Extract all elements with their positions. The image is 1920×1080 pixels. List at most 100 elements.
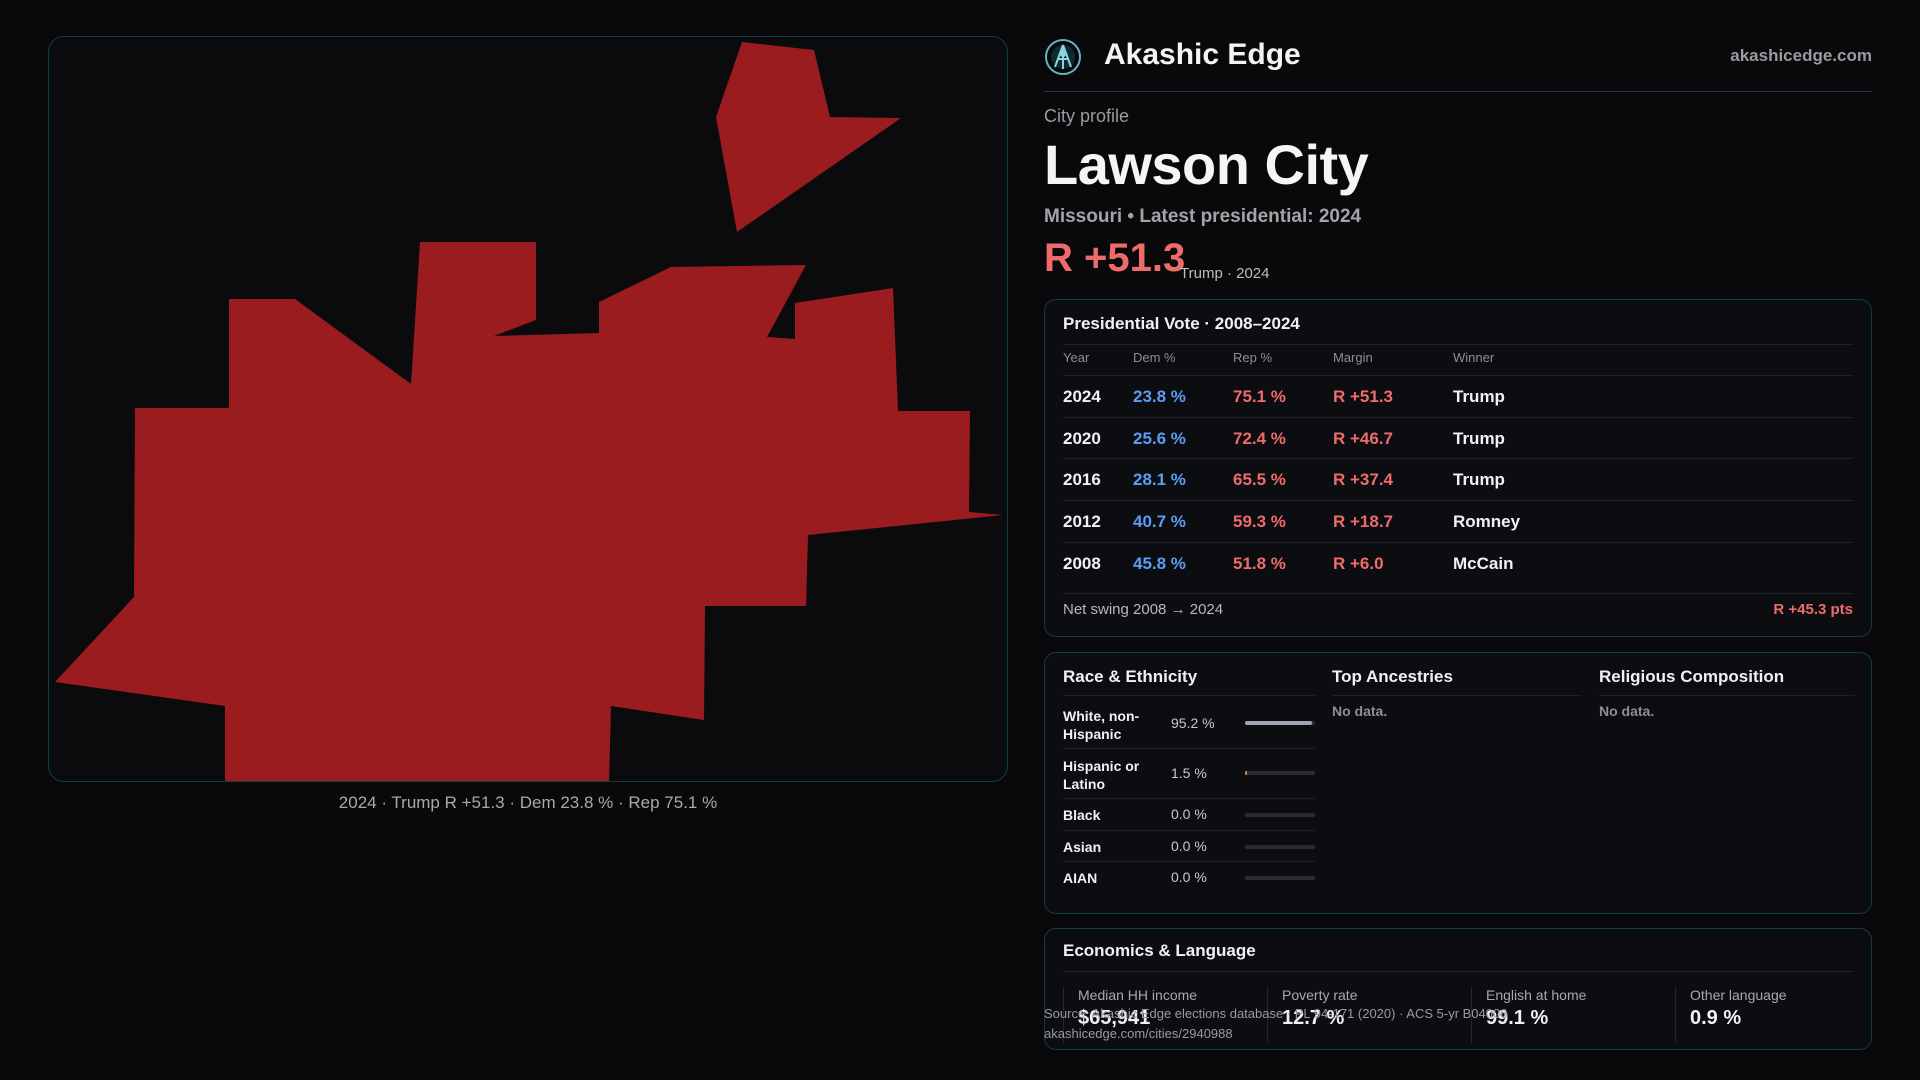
brand-header: Akashic Edge akashicedge.com: [1044, 34, 1872, 92]
race-bar-track: [1245, 721, 1315, 725]
race-row: Asian 0.0 %: [1063, 831, 1315, 862]
stat-other-language: Other language 0.9 %: [1675, 987, 1855, 1043]
presidential-vote-title: Presidential Vote · 2008–2024: [1063, 314, 1300, 333]
year-cell: 2024: [1063, 387, 1101, 406]
brand-url-link[interactable]: akashicedge.com: [1730, 46, 1872, 65]
dem-cell: 23.8 %: [1133, 387, 1186, 406]
stat-value: 0.9 %: [1690, 1007, 1742, 1029]
race-percent: 1.5 %: [1171, 765, 1207, 781]
column-header-dem: Dem %: [1133, 350, 1176, 365]
margin-cell: R +51.3: [1333, 387, 1394, 406]
dem-cell: 28.1 %: [1133, 470, 1186, 489]
stat-value: $65,941: [1078, 1007, 1151, 1029]
economics-card: Economics & Language Median HH income $6…: [1044, 928, 1872, 1050]
dem-cell: 45.8 %: [1133, 554, 1186, 573]
stat-value: 12.7 %: [1282, 1007, 1345, 1029]
table-row: 2024 23.8 % 75.1 % R +51.3 Trump: [1063, 375, 1853, 417]
source-footnote: Source: Akashic Edge elections database …: [1044, 1004, 1507, 1044]
race-percent: 0.0 %: [1171, 869, 1207, 885]
divider: [1063, 971, 1853, 972]
winner-cell: Trump: [1453, 387, 1505, 406]
city-boundary-map: [55, 42, 1003, 781]
city-boundary-shape: [55, 242, 1003, 781]
column-header-rep: Rep %: [1233, 350, 1273, 365]
race-label: White, non-Hispanic: [1063, 708, 1140, 742]
rep-cell: 51.8 %: [1233, 554, 1286, 573]
margin-cell: R +6.0: [1333, 554, 1384, 573]
rep-cell: 72.4 %: [1233, 429, 1286, 448]
stat-label: English at home: [1486, 987, 1587, 1003]
ancestries-title: Top Ancestries: [1332, 667, 1453, 686]
winner-cell: Trump: [1453, 470, 1505, 489]
stat-label: Other language: [1690, 987, 1787, 1003]
brand-name: Akashic Edge: [1104, 38, 1301, 71]
race-label: Black: [1063, 807, 1101, 823]
race-ethnicity-title: Race & Ethnicity: [1063, 667, 1198, 686]
race-label: AIAN: [1063, 870, 1098, 886]
stat-label: Median HH income: [1078, 987, 1198, 1003]
year-cell: 2020: [1063, 429, 1101, 448]
race-label: Asian: [1063, 839, 1102, 855]
religion-title: Religious Composition: [1599, 667, 1785, 686]
stat-english-at-home: English at home 99.1 %: [1471, 987, 1675, 1043]
race-bar-track: [1245, 876, 1315, 880]
stat-label: Poverty rate: [1282, 987, 1358, 1003]
race-percent: 0.0 %: [1171, 838, 1207, 854]
rep-cell: 59.3 %: [1233, 512, 1286, 531]
city-subline: Missouri • Latest presidential: 2024: [1044, 206, 1362, 227]
race-row: Hispanic or Latino 1.5 %: [1063, 749, 1315, 799]
divider: [1599, 695, 1855, 696]
ancestries-section: Top Ancestries No data.: [1332, 653, 1582, 915]
rep-cell: 75.1 %: [1233, 387, 1286, 406]
race-percent: 0.0 %: [1171, 806, 1207, 822]
stat-median-income: Median HH income $65,941: [1063, 987, 1267, 1043]
table-row: 2012 40.7 % 59.3 % R +18.7 Romney: [1063, 500, 1853, 542]
column-header-margin: Margin: [1333, 350, 1373, 365]
stat-poverty-rate: Poverty rate 12.7 %: [1267, 987, 1471, 1043]
race-ethnicity-section: Race & Ethnicity White, non-Hispanic 95.…: [1063, 653, 1315, 915]
race-row: AIAN 0.0 %: [1063, 862, 1315, 893]
divider: [1332, 695, 1582, 696]
city-map[interactable]: [48, 36, 1008, 782]
year-cell: 2012: [1063, 512, 1101, 531]
margin-cell: R +37.4: [1333, 470, 1394, 489]
divider: [1063, 593, 1853, 594]
demographics-card: Race & Ethnicity White, non-Hispanic 95.…: [1044, 652, 1872, 914]
table-row: 2016 28.1 % 65.5 % R +37.4 Trump: [1063, 458, 1853, 500]
akashic-edge-logo-icon: [1045, 39, 1081, 75]
map-caption: 2024 · Trump R +51.3 · Dem 23.8 % · Rep …: [338, 793, 718, 812]
race-bar-track: [1245, 845, 1315, 849]
race-bar-fill: [1245, 721, 1312, 725]
economics-title: Economics & Language: [1063, 941, 1256, 960]
year-cell: 2008: [1063, 554, 1101, 573]
race-label: Hispanic or Latino: [1063, 758, 1140, 792]
column-header-winner: Winner: [1453, 350, 1495, 365]
divider: [1063, 344, 1853, 345]
column-header-year: Year: [1063, 350, 1090, 365]
stat-value: 99.1 %: [1486, 1007, 1549, 1029]
race-bar-track: [1245, 771, 1315, 775]
table-row: 2008 45.8 % 51.8 % R +6.0 McCain: [1063, 542, 1853, 584]
dem-cell: 40.7 %: [1133, 512, 1186, 531]
winner-cell: McCain: [1453, 554, 1514, 573]
net-swing-label: Net swing 2008 → 2024: [1063, 601, 1224, 618]
winner-cell: Trump: [1453, 429, 1505, 448]
table-row: 2020 25.6 % 72.4 % R +46.7 Trump: [1063, 417, 1853, 459]
year-cell: 2016: [1063, 470, 1101, 489]
page-kicker: City profile: [1044, 106, 1130, 126]
dem-cell: 25.6 %: [1133, 429, 1186, 448]
race-bar-fill: [1245, 771, 1248, 775]
presidential-vote-card: Presidential Vote · 2008–2024 Year Dem %…: [1044, 299, 1872, 637]
race-row: White, non-Hispanic 95.2 %: [1063, 701, 1315, 749]
religion-empty-state: No data.: [1599, 703, 1655, 719]
margin-cell: R +46.7: [1333, 429, 1394, 448]
city-boundary-shape: [716, 42, 901, 232]
latest-margin: R +51.3: [1044, 236, 1186, 280]
page-title: Lawson City: [1044, 133, 1369, 196]
latest-margin-note: Trump · 2024: [1180, 265, 1270, 282]
race-row: Black 0.0 %: [1063, 799, 1315, 831]
race-percent: 95.2 %: [1171, 715, 1215, 731]
rep-cell: 65.5 %: [1233, 470, 1286, 489]
source-url-link[interactable]: akashicedge.com/cities/2940988: [1044, 1026, 1233, 1041]
race-bar-track: [1245, 813, 1315, 817]
